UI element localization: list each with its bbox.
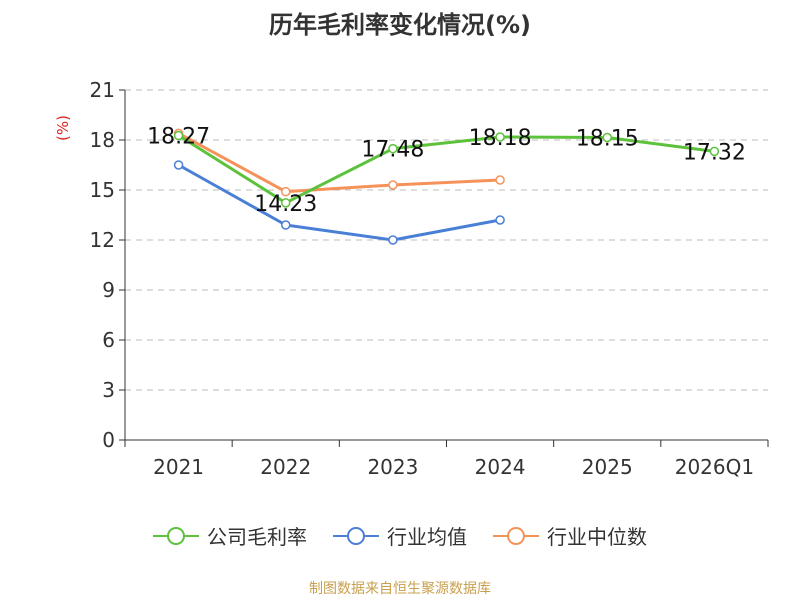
data-label-2022: 14.23: [254, 192, 317, 217]
x-tick-label-2022: 2022: [260, 455, 311, 479]
series-lines: [173, 128, 720, 245]
legend-label-median: 行业中位数: [547, 525, 647, 549]
series-0-point-2026Q1: [709, 146, 720, 157]
legend-item-industry-median[interactable]: 行业中位数: [493, 521, 647, 550]
series-1-point-2024: [495, 215, 505, 225]
series-2-point-2022: [281, 186, 291, 197]
legend-label-mean: 行业均值: [387, 525, 467, 549]
series-0-point-2025: [602, 132, 612, 143]
y-tick-label-18: 18: [90, 128, 115, 152]
y-tick-label-3: 3: [102, 378, 115, 402]
series-0-point-2022: [281, 198, 291, 208]
y-tick-labels: 0 3 6 9 12 15 18 21: [90, 78, 115, 452]
legend: 公司毛利率 行业均值 行业中位数: [0, 521, 800, 550]
series-1-point-2022: [281, 220, 291, 230]
data-label-2025: 18.15: [576, 127, 639, 152]
y-tick-label-12: 12: [90, 228, 115, 252]
x-tick-label-2024: 2024: [475, 455, 526, 479]
legend-swatch-median: [493, 526, 539, 545]
series-1-point-2023: [388, 235, 398, 245]
y-tick-label-9: 9: [102, 278, 115, 302]
series-line-1: [177, 163, 501, 242]
series-line-2: [177, 132, 501, 194]
y-tick-label-0: 0: [102, 428, 115, 452]
y-tick-label-6: 6: [102, 328, 115, 352]
data-label-2023: 17.48: [361, 138, 424, 163]
series-0-point-2023: [388, 143, 398, 154]
x-tick-label-2021: 2021: [153, 455, 204, 479]
y-tick-label-15: 15: [90, 178, 115, 202]
grid-lines: [125, 89, 768, 391]
data-label-2026Q1: 17.32: [683, 140, 746, 165]
data-label-2021: 18.27: [147, 125, 210, 150]
x-tick-label-2026Q1: 2026Q1: [675, 455, 754, 479]
legend-label-company: 公司毛利率: [207, 525, 307, 549]
series-0-point-2024: [495, 132, 505, 142]
data-label-2024: 18.18: [469, 126, 532, 151]
data-source: 制图数据来自恒生聚源数据库: [309, 581, 491, 597]
series-0-point-2021: [173, 130, 184, 141]
y-axis-label: (%): [54, 115, 72, 141]
chart-title: 历年毛利率变化情况(%): [269, 11, 531, 39]
series-line-0: [177, 134, 715, 205]
x-tick-labels: 2021 2022 2023 2024 2025 2026Q1: [153, 455, 754, 479]
series-1-point-2021: [173, 160, 184, 170]
x-tick-label-2023: 2023: [367, 455, 418, 479]
series-2-point-2024: [495, 175, 505, 185]
legend-swatch-company: [153, 526, 199, 545]
legend-item-company-margin[interactable]: 公司毛利率: [153, 521, 307, 550]
legend-item-industry-mean[interactable]: 行业均值: [333, 521, 467, 550]
data-labels: 18.27 14.23 17.48 18.18 18.15 17.32: [147, 125, 746, 217]
series-2-point-2023: [388, 180, 398, 190]
y-tick-label-21: 21: [90, 78, 115, 102]
legend-swatch-mean: [333, 526, 379, 545]
x-tick-label-2025: 2025: [582, 455, 633, 479]
axes: [119, 89, 769, 447]
